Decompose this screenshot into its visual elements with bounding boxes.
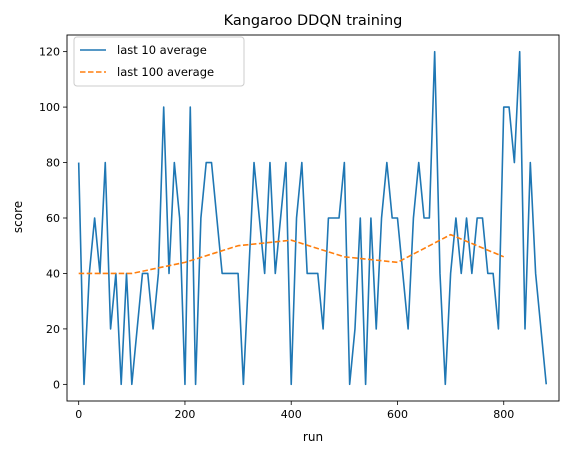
x-tick-label: 400 bbox=[281, 408, 302, 421]
legend-label-2: last 100 average bbox=[117, 65, 214, 79]
y-tick-label: 60 bbox=[46, 212, 60, 225]
y-tick-label: 0 bbox=[53, 378, 60, 391]
y-tick-label: 100 bbox=[39, 101, 60, 114]
y-tick-label: 20 bbox=[46, 323, 60, 336]
legend-label-1: last 10 average bbox=[117, 43, 207, 57]
x-tick-label: 800 bbox=[493, 408, 514, 421]
series-layer bbox=[77, 50, 548, 386]
x-axis-label: run bbox=[303, 430, 323, 444]
series-line-2 bbox=[78, 233, 505, 275]
y-tick-label: 80 bbox=[46, 157, 60, 170]
x-tick-label: 200 bbox=[174, 408, 195, 421]
series-line-1 bbox=[77, 50, 548, 386]
x-tick-label: 600 bbox=[387, 408, 408, 421]
legend: last 10 average last 100 average bbox=[73, 36, 245, 87]
ticks-layer: 0 200 400 600 800 0 20 40 60 80 100 120 bbox=[39, 46, 514, 421]
x-tick-label: 0 bbox=[75, 408, 82, 421]
chart-title: Kangaroo DDQN training bbox=[224, 13, 403, 29]
y-tick-label: 40 bbox=[46, 267, 60, 280]
y-axis-label: score bbox=[11, 201, 25, 233]
plot-frame bbox=[66, 34, 560, 402]
y-tick-label: 120 bbox=[39, 46, 60, 59]
legend-box bbox=[73, 36, 245, 87]
